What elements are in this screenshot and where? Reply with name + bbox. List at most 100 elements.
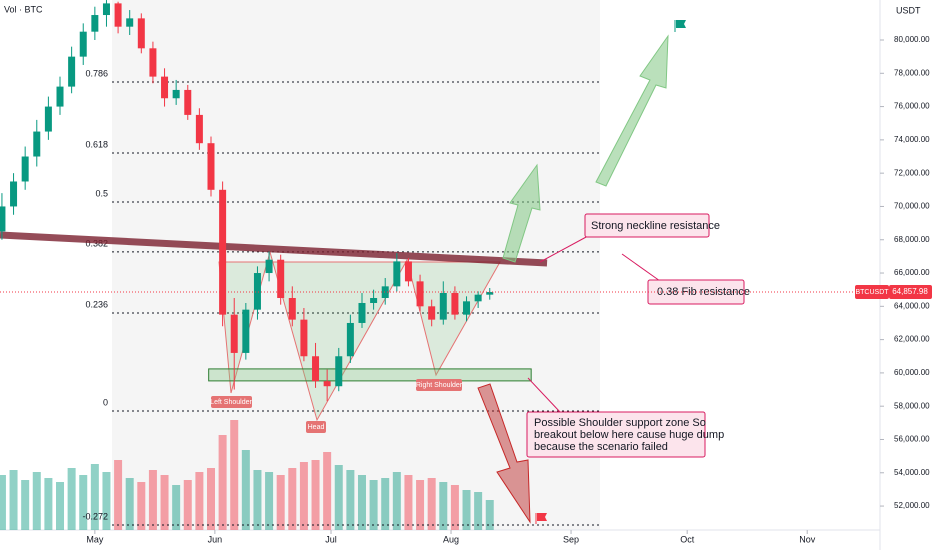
volume-bar [79,475,88,530]
volume-bar [450,485,459,530]
candle-body [323,381,331,387]
volume-bar [334,465,343,530]
candle-body [486,292,494,295]
neckline [0,231,548,267]
candle-body [149,48,157,77]
symbol-box [855,285,889,300]
volume-bar [474,492,483,530]
volume-bar [323,452,332,530]
candle-body [300,319,308,357]
arrow-up [502,163,541,263]
fib-label: 0.236 [85,299,108,309]
candle-body [102,3,110,16]
candle-body [474,294,482,302]
callout-text: 0.38 Fib resistance [657,286,750,298]
flag [537,513,547,521]
x-tick-label: Jun [208,534,223,544]
volume-bar [230,420,239,530]
pattern-shape [218,250,501,422]
callout-text: Possible Shoulder support zone So [534,417,706,429]
volume-bar [137,482,146,530]
candle-body [68,56,76,87]
candle-body [207,143,215,190]
volume-bar [114,460,123,530]
y-tick-label: 72,000.00 [894,168,930,177]
x-tick-label: Jul [325,534,337,544]
volume-bar [102,472,111,530]
candle-body [91,15,99,32]
candle-body [184,89,192,115]
candle-body [346,322,354,357]
candle-body [404,261,412,282]
candle-body [230,314,238,353]
volume-bar [404,475,413,530]
candle-body [161,76,169,99]
price-box [889,285,932,300]
support-zone [208,368,532,382]
volume-bar [0,475,6,530]
volume-bar [183,480,192,530]
last-price: 64,857.98 [892,287,928,296]
volume-bar [195,472,204,530]
candle-body [416,281,424,307]
volume-label: Vol · BTC [4,4,43,14]
y-tick-label: 52,000.00 [894,501,930,510]
y-tick-label: 64,000.00 [894,301,930,310]
volume-bar [125,478,134,530]
candle-body [79,31,87,57]
y-tick-label: 68,000.00 [894,235,930,244]
candle-body [33,131,41,157]
arrow-up [595,34,669,187]
volume-bar [427,478,436,530]
y-tick-label: 78,000.00 [894,68,930,77]
volume-bar [311,460,320,530]
candle-body [195,114,203,144]
y-tick-label: 80,000.00 [894,35,930,44]
volume-bar [392,472,401,530]
candle-body [172,89,180,99]
callout-box [526,411,706,458]
y-tick-label: 74,000.00 [894,135,930,144]
volume-bar [265,472,274,530]
candle-body [126,18,134,27]
volume-bar [67,468,76,530]
candle-body [451,293,459,315]
candle-body [114,3,122,27]
volume-bar [485,500,494,530]
fib-label: 0.618 [85,139,108,149]
volume-bar [21,480,30,530]
arrow-down [477,383,531,524]
x-tick-label: Oct [680,534,695,544]
x-tick-label: Nov [799,534,816,544]
symbol: BTCUSDT [855,289,889,296]
volume-bar [32,472,41,530]
y-tick-label: 54,000.00 [894,468,930,477]
candle-body [21,156,29,182]
candle-body [381,286,389,298]
y-tick-label: 76,000.00 [894,102,930,111]
label-box [306,421,326,433]
y-tick-label: 56,000.00 [894,435,930,444]
y-tick-label: 62,000.00 [894,335,930,344]
candle-body [277,259,285,298]
candle-body [44,106,52,132]
volume-bar [369,480,378,530]
volume-bar [56,482,65,530]
candle-body [253,273,261,310]
callout-line [621,253,661,282]
callout-text: breakout below here cause huge dump [534,429,724,441]
flag [676,20,686,28]
volume-bar [346,470,355,530]
y-tick-label: 60,000.00 [894,368,930,377]
fib-label: -0.272 [82,511,108,521]
x-tick-label: May [86,534,104,544]
callout-line [539,235,589,263]
volume-bar [148,470,157,530]
candle-body [428,306,436,320]
candle-body [439,293,447,320]
candle-body [370,297,378,303]
volume-bar [172,485,181,530]
callout-text: Strong neckline resistance [591,220,720,232]
volume-bar [462,490,471,530]
